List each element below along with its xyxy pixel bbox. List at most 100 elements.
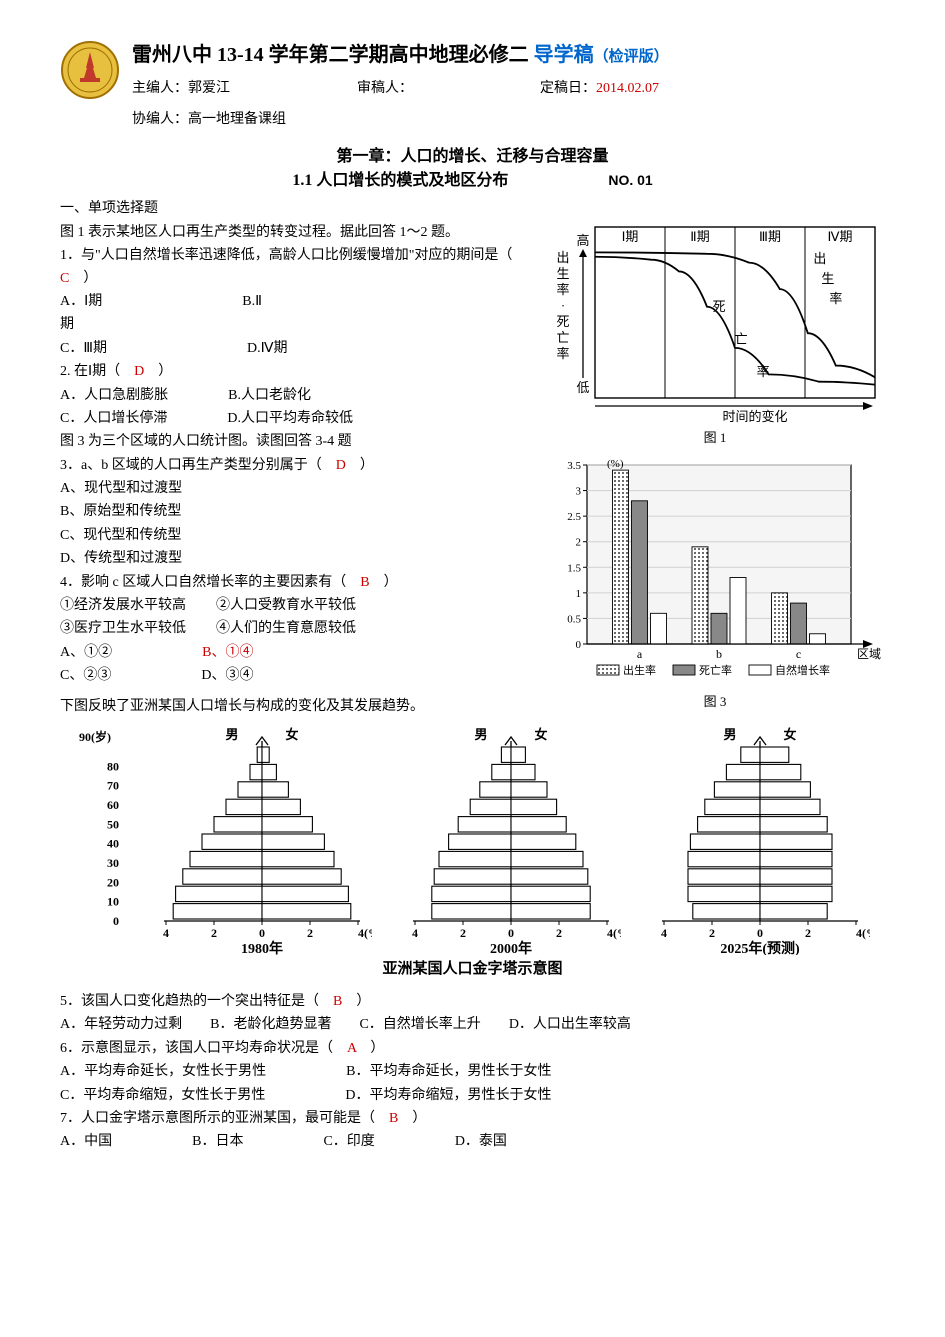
svg-text:率: 率 [556,346,569,361]
svg-text:生: 生 [556,266,569,281]
svg-text:时间的变化: 时间的变化 [722,409,787,424]
pyramid-2025: 男女42024(%)2025年(预测) [650,725,870,955]
reviewer-label: 审稿人： [357,81,413,96]
doc-title: 雷州八中 13-14 学年第二学期高中地理必修二 导学稿（检评版） [132,40,885,70]
svg-text:3.5: 3.5 [567,460,581,472]
pyramid-row: 90(岁)80706050403020100 男女42024(%)1980年 男… [60,725,885,955]
svg-text:生: 生 [821,271,834,286]
chapter-title: 第一章：人口的增长、迁移与合理容量 [60,142,885,166]
svg-text:4: 4 [412,926,418,940]
q1-opt-b-cont: 期 [60,314,529,336]
intro-q1-2: 图 1 表示某地区人口再生产类型的转变过程。据此回答 1～2 题。 [60,222,529,244]
svg-text:女: 女 [784,727,797,742]
byline-2: 协编人：高一地理备课组 [132,107,885,132]
title-suffix-2: （检评版） [594,49,669,65]
svg-text:0: 0 [576,639,582,651]
q2-answer: D [120,364,158,379]
svg-text:2000年: 2000年 [490,940,532,955]
q3-stem: 3．a、b 区域的人口再生产类型分别属于（ D ） [60,455,529,477]
svg-text:20: 20 [107,875,119,889]
svg-text:(%): (%) [607,458,624,470]
q3-c: C、现代型和传统型 [60,525,529,547]
svg-text:50: 50 [107,817,119,831]
svg-text:2: 2 [307,926,313,940]
svg-text:死: 死 [556,314,569,329]
svg-text:70: 70 [107,779,119,793]
svg-text:0: 0 [113,914,119,928]
svg-text:30: 30 [107,856,119,870]
svg-text:亡: 亡 [556,330,569,345]
editor-name: 郭爱江 [188,81,230,96]
intro-pyramids: 下图反映了亚洲某国人口增长与构成的变化及其发展趋势。 [60,696,529,718]
svg-text:死: 死 [713,299,726,314]
section-1-label: 一、单项选择题 [60,198,885,220]
q3-d: D、传统型和过渡型 [60,548,529,570]
svg-text:死亡率: 死亡率 [699,663,732,677]
q4-items-34: ③医疗卫生水平较低④人们的生育意愿较低 [60,618,529,640]
q4-answer: B [346,575,383,590]
svg-text:3: 3 [576,485,582,497]
fig1-caption: 图 1 [545,428,885,449]
svg-text:4: 4 [661,926,667,940]
svg-text:10: 10 [107,895,119,909]
svg-text:男: 男 [225,727,238,742]
title-suffix-1: 导学稿 [534,44,594,66]
pyramid-2000: 男女42024(%)2000年 [401,725,621,955]
pyramid-y-axis: 90(岁)80706050403020100 [75,725,123,955]
q5-stem: 5．该国人口变化趋热的一个突出特征是（ B ） [60,991,885,1013]
q1-opts-cd: C．Ⅲ期D.Ⅳ期 [60,338,529,360]
svg-text:90(岁): 90(岁) [79,729,111,744]
q2-opts-ab: A．人口急剧膨胀B.人口老龄化 [60,385,529,407]
figure-3: 00.511.522.533.5(%)abc区域出生率死亡率自然增长率 [545,455,885,690]
svg-text:女: 女 [285,727,298,742]
intro-q3-4: 图 3 为三个区域的人口统计图。读图回答 3-4 题 [60,431,529,453]
svg-text:b: b [716,647,722,661]
title-main: 雷州八中 13-14 学年第二学期高中地理必修二 [132,44,529,66]
q2-stem: 2. 在Ⅰ期（ D ） [60,361,529,383]
svg-text:区域: 区域 [857,647,881,661]
svg-text:4(%): 4(%) [358,926,372,940]
svg-text:Ⅱ期: Ⅱ期 [690,229,709,244]
coeditor-label: 协编人： [132,112,188,127]
q1-stem: 1．与"人口自然增长率迅速降低，高龄人口比例缓慢增加"对应的期间是（ C ） [60,245,529,290]
svg-text:2: 2 [709,926,715,940]
q3-b: B、原始型和传统型 [60,501,529,523]
q6-opts-ab: A．平均寿命延长，女性长于男性B．平均寿命延长，男性长于女性 [60,1061,885,1083]
svg-text:1.5: 1.5 [567,562,581,574]
q7-answer: B [375,1111,412,1126]
fig3-caption: 图 3 [545,692,885,713]
q7-stem: 7．人口金字塔示意图所示的亚洲某国，最可能是（ B ） [60,1108,885,1130]
svg-text:0: 0 [757,926,763,940]
svg-text:率: 率 [757,364,770,379]
byline-1: 主编人：郭爱江 审稿人： 定稿日：2014.02.07 [132,76,885,101]
svg-text:Ⅲ期: Ⅲ期 [759,229,781,244]
worksheet-number: NO. 01 [608,172,652,188]
svg-text:0: 0 [508,926,514,940]
date-value: 2014.02.07 [596,81,659,96]
editor-label: 主编人： [132,81,188,96]
q3-answer: D [322,458,360,473]
coeditor-name: 高一地理备课组 [188,112,286,127]
pyramid-caption: 亚洲某国人口金字塔示意图 [60,957,885,981]
svg-text:a: a [637,647,643,661]
q7-opts: A．中国B．日本C．印度D．泰国 [60,1131,885,1153]
date-label: 定稿日： [540,81,596,96]
q6-answer: A [333,1041,370,1056]
q3-a: A、现代型和过渡型 [60,478,529,500]
svg-text:出: 出 [556,250,569,265]
svg-text:2: 2 [576,536,582,548]
svg-text:女: 女 [535,727,548,742]
svg-text:4(%): 4(%) [607,926,621,940]
svg-text:男: 男 [724,727,737,742]
q5-answer: B [319,994,356,1009]
section-title: 1.1 人口增长的模式及地区分布 [292,166,508,190]
svg-text:2: 2 [805,926,811,940]
svg-text:2.5: 2.5 [567,511,581,523]
svg-text:60: 60 [107,798,119,812]
header: 雷州八中 13-14 学年第二学期高中地理必修二 导学稿（检评版） 主编人：郭爱… [60,40,885,132]
svg-text:2: 2 [211,926,217,940]
svg-text:4(%): 4(%) [856,926,870,940]
svg-text:出: 出 [813,251,826,266]
svg-text:2: 2 [460,926,466,940]
q2-opts-cd: C．人口增长停滞D.人口平均寿命较低 [60,408,529,430]
